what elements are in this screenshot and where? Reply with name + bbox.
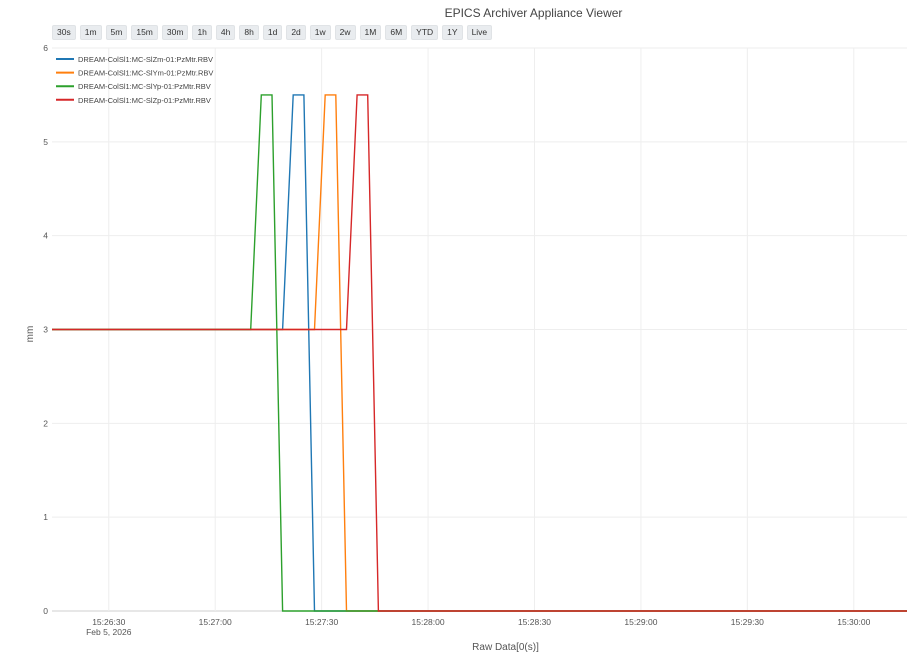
range-button-5m[interactable]: 5m xyxy=(105,25,128,40)
series-line-3[interactable] xyxy=(52,94,907,612)
x-tick-label: 15:30:00 xyxy=(837,617,870,627)
x-tick-label: 15:27:00 xyxy=(199,617,232,627)
y-tick-label: 0 xyxy=(43,606,48,616)
series-lines xyxy=(52,94,907,612)
y-tick-label: 3 xyxy=(43,325,48,335)
range-button-1y[interactable]: 1Y xyxy=(442,25,463,40)
gridlines xyxy=(52,47,907,612)
legend: DREAM-ColSl1:MC-SlZm-01:PzMtr.RBV DREAM-C… xyxy=(56,55,213,105)
range-button-live[interactable]: Live xyxy=(466,25,493,40)
y-axis-title: mm xyxy=(25,326,36,343)
range-button-2d[interactable]: 2d xyxy=(286,25,306,40)
y-tick-label: 1 xyxy=(43,512,48,522)
legend-item-label[interactable]: DREAM-ColSl1:MC-SlYm-01:PzMtr.RBV xyxy=(78,69,213,78)
chart-title: EPICS Archiver Appliance Viewer xyxy=(444,6,623,20)
x-tick-sublabel: Feb 5, 2026 xyxy=(86,627,132,637)
range-button-30m[interactable]: 30m xyxy=(161,25,189,40)
x-tick-label: 15:28:30 xyxy=(518,617,551,627)
range-button-1m[interactable]: 1M xyxy=(359,25,382,40)
y-tick-label: 4 xyxy=(43,231,48,241)
x-tick-label: 15:27:30 xyxy=(305,617,338,627)
range-button-1h[interactable]: 1h xyxy=(192,25,212,40)
legend-item-label[interactable]: DREAM-ColSl1:MC-SlYp-01:PzMtr.RBV xyxy=(78,82,211,91)
x-tick-label: 15:29:30 xyxy=(731,617,764,627)
range-button-1d[interactable]: 1d xyxy=(262,25,283,40)
y-tick-label: 5 xyxy=(43,137,48,147)
x-axis-title: Raw Data[0(s)] xyxy=(472,642,539,653)
x-tick-label: 15:29:00 xyxy=(624,617,657,627)
x-tick-label: 15:28:00 xyxy=(412,617,445,627)
range-button-1m[interactable]: 1m xyxy=(79,25,102,40)
range-button-ytd[interactable]: YTD xyxy=(411,25,439,40)
y-tick-label: 6 xyxy=(43,43,48,53)
y-tick-label: 2 xyxy=(43,418,48,428)
x-tick-label: 15:26:30 xyxy=(92,617,125,627)
series-line-1[interactable] xyxy=(52,94,907,612)
range-button-1w[interactable]: 1w xyxy=(309,25,331,40)
series-line-4[interactable] xyxy=(52,94,907,612)
range-button-15m[interactable]: 15m xyxy=(131,25,158,40)
range-button-2w[interactable]: 2w xyxy=(334,25,356,40)
legend-item-label[interactable]: DREAM-ColSl1:MC-SlZm-01:PzMtr.RBV xyxy=(78,55,213,64)
series-line-2[interactable] xyxy=(52,94,907,612)
range-button-30s[interactable]: 30s xyxy=(52,25,76,40)
range-button-4h[interactable]: 4h xyxy=(215,25,236,40)
legend-item-label[interactable]: DREAM-ColSl1:MC-SlZp-01:PzMtr.RBV xyxy=(78,96,211,105)
range-button-6m[interactable]: 6M xyxy=(385,25,408,40)
y-tick-labels: 0 1 2 3 4 5 6 xyxy=(43,43,48,616)
range-button-8h[interactable]: 8h xyxy=(239,25,259,40)
range-selector: 30s 1m 5m 15m 30m 1h 4h 8h 1d 2d 1w 2w 1M 6M YTD 1Y Live xyxy=(52,25,493,40)
